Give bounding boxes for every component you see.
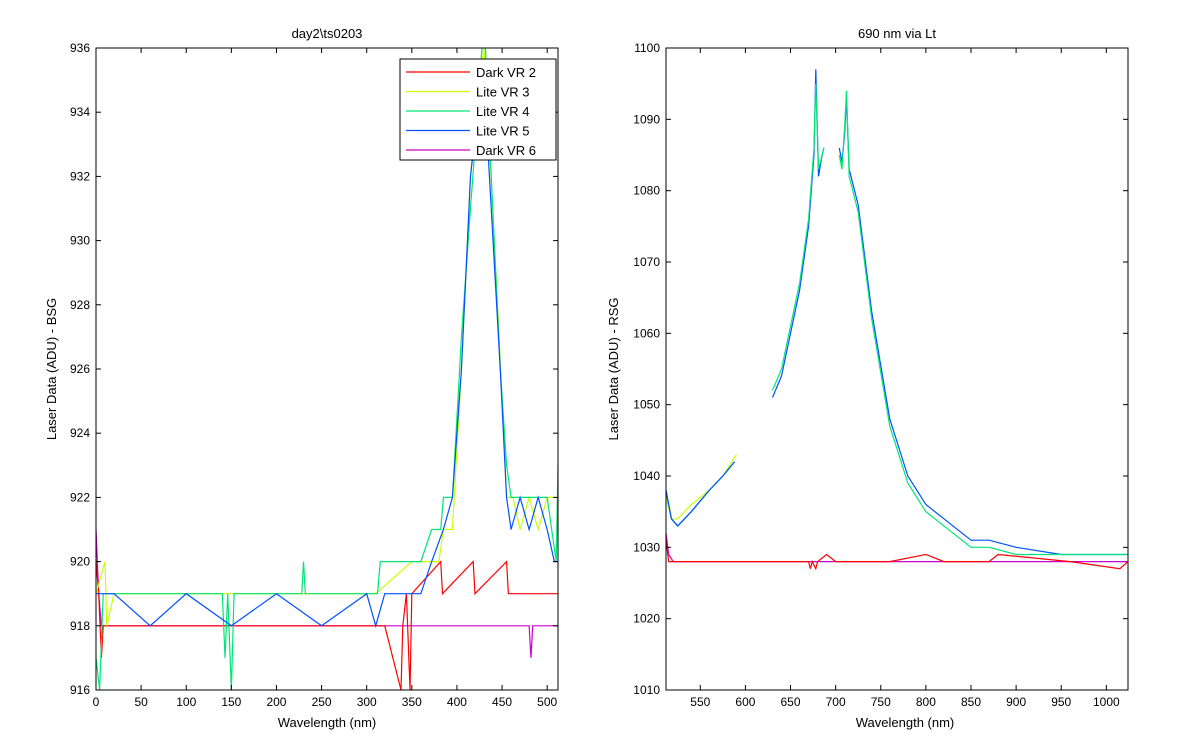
left-chart-title: day2\ts0203 xyxy=(292,26,363,41)
left-x-tick-label: 50 xyxy=(134,695,148,709)
left-y-axis-label: Laser Data (ADU) - BSG xyxy=(44,298,59,440)
right-y-tick-label: 1050 xyxy=(633,398,660,412)
left-x-tick-label: 0 xyxy=(93,695,100,709)
right-y-tick-label: 1100 xyxy=(634,41,660,55)
left-y-axis-ticks: 916 918 920 922 924 926 928 930 932 934 936 xyxy=(70,41,558,697)
right-x-tick-label: 600 xyxy=(735,695,755,709)
left-x-tick-label: 350 xyxy=(402,695,422,709)
right-x-tick-label: 900 xyxy=(1006,695,1026,709)
legend: Dark VR 2 Lite VR 3 Lite VR 4 Lite VR 5 Dark… xyxy=(399,58,557,161)
right-x-tick-label: 1000 xyxy=(1093,695,1120,709)
left-y-tick-label: 934 xyxy=(70,105,90,119)
right-series-dark-vr-2-line xyxy=(666,540,1128,571)
right-y-tick-label: 1040 xyxy=(633,469,660,483)
right-y-tick-label: 1010 xyxy=(633,683,660,697)
right-x-tick-label: 550 xyxy=(690,695,710,709)
right-chart: 690 nm via Lt 550 600 650 700 750 800 850 900 95… xyxy=(606,26,1129,730)
right-plot-area xyxy=(666,69,1128,571)
right-series-lite-vr-4-line xyxy=(771,83,825,391)
legend-label: Lite VR 5 xyxy=(476,124,529,139)
left-series-lite-vr-5-line xyxy=(96,79,558,629)
left-y-tick-label: 916 xyxy=(70,683,90,697)
left-x-tick-label: 500 xyxy=(537,695,557,709)
left-y-tick-label: 920 xyxy=(70,555,90,569)
left-series-lite-vr-4-line xyxy=(96,48,558,690)
left-y-tick-label: 930 xyxy=(70,234,90,248)
left-y-tick-label: 924 xyxy=(70,426,90,440)
right-y-tick-label: 1030 xyxy=(633,540,660,554)
right-y-tick-label: 1060 xyxy=(633,326,660,340)
left-x-tick-label: 250 xyxy=(312,695,332,709)
left-y-tick-label: 936 xyxy=(70,41,90,55)
legend-label: Lite VR 4 xyxy=(476,104,529,119)
right-x-tick-label: 850 xyxy=(961,695,981,709)
right-axes-frame xyxy=(665,47,1129,691)
left-chart: day2\ts0203 0 50 100 150 200 250 300 350 400 450 5… xyxy=(44,26,559,730)
left-y-tick-label: 922 xyxy=(70,490,90,504)
legend-label: Dark VR 2 xyxy=(476,65,536,80)
right-y-tick-label: 1090 xyxy=(633,112,660,126)
right-chart-title: 690 nm via Lt xyxy=(858,26,936,41)
left-x-tick-label: 300 xyxy=(357,695,377,709)
right-y-axis-ticks: 1010 1020 1030 1040 1050 1060 1070 1080 1090 1100 xyxy=(633,41,1128,697)
legend-label: Dark VR 6 xyxy=(476,143,536,158)
left-series-dark-vr-2-line xyxy=(96,560,558,690)
right-x-axis-ticks: 550 600 650 700 750 800 850 900 950 1000 xyxy=(690,48,1120,709)
right-y-tick-label: 1070 xyxy=(633,255,660,269)
left-x-axis-ticks: 0 50 100 150 200 250 300 350 400 450 500 xyxy=(93,48,558,709)
left-x-tick-label: 450 xyxy=(492,695,512,709)
right-series-lite-vr-5-line xyxy=(666,461,736,527)
left-y-tick-label: 918 xyxy=(70,619,90,633)
right-x-tick-label: 950 xyxy=(1051,695,1071,709)
right-y-axis-label: Laser Data (ADU) - RSG xyxy=(606,297,621,440)
left-x-tick-label: 100 xyxy=(176,695,196,709)
right-x-tick-label: 700 xyxy=(826,695,846,709)
right-x-tick-label: 750 xyxy=(871,695,891,709)
left-x-axis-label: Wavelength (nm) xyxy=(278,715,377,730)
legend-label: Lite VR 3 xyxy=(476,85,529,100)
left-x-tick-label: 400 xyxy=(447,695,467,709)
legend-entries: Dark VR 2 Lite VR 3 Lite VR 4 Lite VR 5 Dark… xyxy=(406,65,536,158)
left-y-tick-label: 926 xyxy=(70,362,90,376)
right-x-axis-label: Wavelength (nm) xyxy=(856,715,955,730)
left-x-tick-label: 150 xyxy=(221,695,241,709)
legend-box xyxy=(399,58,557,161)
right-y-tick-label: 1080 xyxy=(633,184,660,198)
right-x-tick-label: 650 xyxy=(781,695,801,709)
right-series-lite-vr-4-line xyxy=(838,90,1128,556)
left-x-tick-label: 200 xyxy=(266,695,286,709)
left-y-tick-label: 932 xyxy=(70,169,90,183)
left-y-tick-label: 928 xyxy=(70,298,90,312)
right-x-tick-label: 800 xyxy=(916,695,936,709)
right-y-tick-label: 1020 xyxy=(633,612,660,626)
